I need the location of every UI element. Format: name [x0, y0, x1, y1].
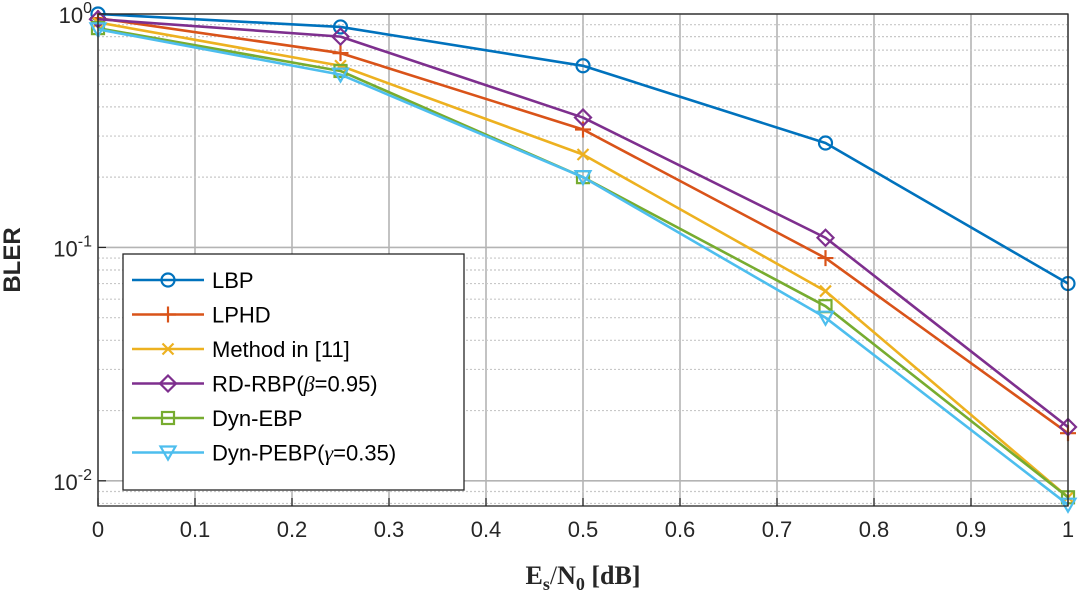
data-point — [573, 170, 593, 187]
legend-marker — [158, 373, 178, 394]
grid — [97, 13, 1069, 506]
series-line — [97, 17, 1069, 429]
legend-entry: Dyn-EBP — [132, 406, 302, 431]
y-tick-label: 10-1 — [53, 233, 92, 261]
data-point — [332, 45, 349, 62]
data-point — [815, 228, 836, 248]
x-tick-labels: 0 0.1 0.2 0.3 0.4 0.5 0.6 0.7 0.8 0.9 1 — [92, 498, 1074, 542]
legend-entry: LPHD — [132, 303, 271, 328]
x-tick-label: 0.4 — [471, 517, 502, 542]
y-tick-labels: 10-2 10-1 100 — [53, 0, 106, 495]
x-axis-label-n: N — [557, 561, 576, 590]
legend-entry: LBP — [132, 268, 254, 293]
legend-label: LBP — [212, 268, 254, 293]
data-point — [332, 19, 349, 35]
legend-label: Method in [11] — [212, 337, 350, 362]
x-tick-label: 0.9 — [956, 517, 987, 542]
x-tick-label: 0.2 — [277, 517, 308, 542]
legend-entry: Dyn-PEBP(γ=0.35) — [132, 441, 396, 466]
x-tick-label: 0.8 — [859, 517, 890, 542]
data-point — [331, 67, 350, 84]
data-point — [573, 108, 593, 128]
legend-label: Dyn-PEBP(γ=0.35) — [212, 441, 396, 466]
legend-marker — [160, 272, 176, 288]
legend-label: Dyn-EBP — [212, 406, 302, 431]
series-line — [97, 28, 1069, 506]
legend-entry: RD-RBP(β=0.95) — [132, 372, 378, 397]
legend-label: LPHD — [212, 303, 271, 328]
data-point — [817, 135, 834, 151]
legend-label: RD-RBP(β=0.95) — [212, 372, 378, 397]
x-tick-label: 0.7 — [762, 517, 793, 542]
data-point — [817, 250, 834, 267]
x-axis-label-s: s — [543, 574, 550, 594]
data-point — [819, 284, 832, 298]
legend-marker — [160, 306, 176, 323]
data-point — [575, 58, 591, 74]
data-point — [575, 121, 591, 138]
x-tick-label: 0 — [92, 517, 104, 542]
y-axis-label: BLER — [0, 227, 26, 292]
x-tick-label: 0.3 — [374, 517, 405, 542]
legend: LBP LPHD Method in [11] RD-RBP(β=0.95) Dyn-E… — [122, 253, 465, 491]
data-point — [816, 310, 835, 327]
x-tick-label: 0.5 — [568, 517, 599, 542]
x-axis-label: Es/N0 [dB] — [526, 561, 641, 594]
data-point — [576, 148, 590, 161]
legend-marker — [158, 445, 178, 462]
series-line — [97, 12, 1069, 285]
legend-box — [122, 253, 465, 491]
legend-entry: Method in [11] — [132, 337, 350, 362]
x-axis-label-zero: 0 — [576, 574, 585, 594]
y-tick-label: 100 — [59, 0, 92, 28]
x-tick-label: 0.1 — [180, 517, 211, 542]
legend-marker — [161, 342, 175, 356]
x-axis-label-slash: / — [550, 561, 558, 590]
data-point — [330, 27, 351, 47]
x-axis-label-e: E — [526, 561, 543, 590]
y-tick-label: 10-2 — [53, 467, 92, 495]
x-tick-label: 1 — [1062, 517, 1074, 542]
legend-marker — [160, 410, 176, 426]
series-layer — [88, 6, 1078, 514]
series-5 — [88, 22, 1078, 514]
x-tick-label: 0.6 — [665, 517, 696, 542]
x-axis-label-unit: [dB] — [585, 561, 641, 590]
